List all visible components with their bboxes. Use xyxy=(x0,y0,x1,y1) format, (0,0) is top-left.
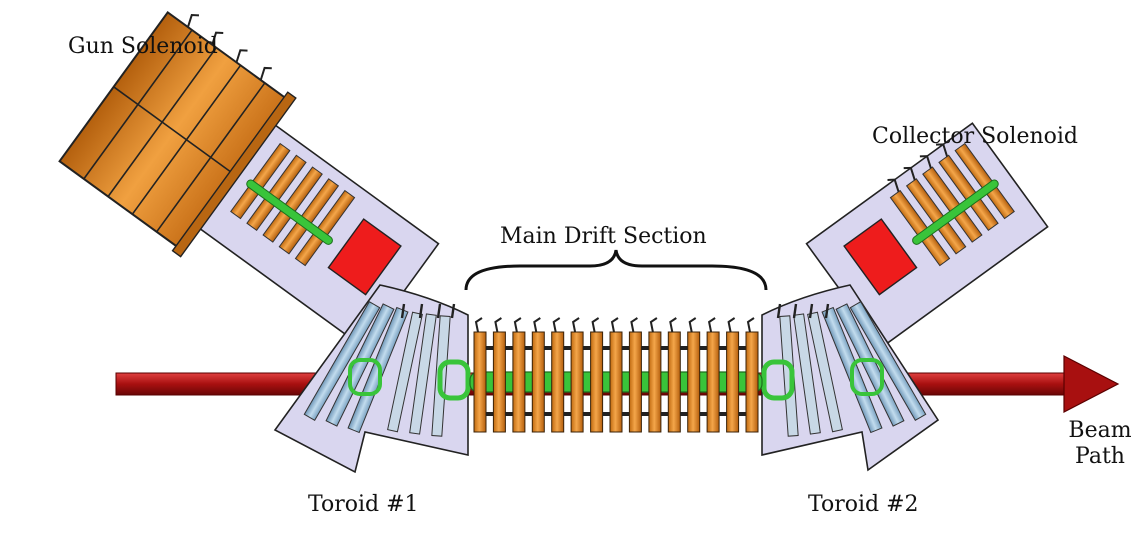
drift-coil-lead xyxy=(688,317,697,333)
toroid-2 xyxy=(761,284,940,472)
drift-support-rod xyxy=(505,346,513,350)
drift-coil xyxy=(492,331,506,433)
drift-coil xyxy=(570,331,584,433)
drift-support-rod xyxy=(699,346,708,350)
drift-coil-lead xyxy=(610,317,619,333)
drift-coil-lead xyxy=(707,317,716,333)
right-inner-coils xyxy=(887,142,1015,267)
drift-support-rod xyxy=(602,412,610,416)
drift-support-rod xyxy=(544,346,552,350)
drift-support-rod xyxy=(680,412,688,416)
drift-coil xyxy=(687,331,701,433)
drift-support-rod xyxy=(505,412,513,416)
drift-support-rod xyxy=(486,412,494,416)
drift-coil-lead xyxy=(591,317,600,333)
drift-support-rod xyxy=(563,346,572,350)
drift-coil xyxy=(706,331,720,433)
drift-support-rod xyxy=(622,346,630,350)
drift-coil xyxy=(512,331,526,433)
label-beam-path-line1: Beam xyxy=(1068,418,1132,443)
drift-coil xyxy=(473,331,487,433)
drift-coil-lead xyxy=(571,317,580,333)
right-arm xyxy=(805,122,1049,349)
left-inner-coils xyxy=(230,142,356,267)
drift-support-rod xyxy=(583,412,591,416)
drift-coil xyxy=(609,331,623,433)
toroid-1 xyxy=(273,284,471,474)
drift-coil-lead xyxy=(513,317,522,333)
drift-coil xyxy=(745,331,759,433)
main-drift-section xyxy=(469,317,763,433)
drift-coil xyxy=(590,331,604,433)
drift-coil-lead xyxy=(533,317,541,333)
drift-support-rod xyxy=(583,346,591,350)
drift-support-rod xyxy=(738,346,746,350)
drift-coil xyxy=(628,331,642,433)
drift-coil xyxy=(551,331,565,433)
label-beam-path-line2: Path xyxy=(1075,444,1125,470)
label-toroid-2: Toroid #2 xyxy=(808,492,919,517)
toroid-1-coils xyxy=(303,301,471,437)
drift-coil xyxy=(531,331,545,433)
drift-support-rod xyxy=(738,412,746,416)
left-red-block xyxy=(327,218,402,296)
drift-support-rod xyxy=(524,412,533,416)
toroid-2-coils xyxy=(761,301,927,437)
label-gun-solenoid: Gun Solenoid xyxy=(68,34,218,59)
drift-coil-lead xyxy=(746,317,755,333)
drift-coil-lead xyxy=(630,317,638,333)
drift-section-brace xyxy=(464,249,768,291)
drift-coil-lead xyxy=(494,317,502,333)
drift-coils xyxy=(473,317,759,433)
label-beam-path: Beam Path xyxy=(1058,418,1142,471)
drift-coil-lead xyxy=(552,317,561,333)
drift-support-rod xyxy=(680,346,688,350)
drift-coil xyxy=(667,331,681,433)
right-red-block xyxy=(843,218,918,296)
drift-support-rod xyxy=(544,412,552,416)
drift-support-rod xyxy=(699,412,708,416)
drift-coil xyxy=(648,331,662,433)
drift-coil-lead xyxy=(474,317,483,333)
drift-support-rod xyxy=(719,412,727,416)
beam-arrow-head xyxy=(1063,355,1120,413)
drift-support-rod xyxy=(660,346,669,350)
label-collector-solenoid: Collector Solenoid xyxy=(872,124,1078,149)
drift-coil-lead xyxy=(669,317,677,333)
drift-support-rod xyxy=(622,412,630,416)
drift-support-rod xyxy=(486,346,494,350)
drift-support-rod xyxy=(563,412,572,416)
label-main-drift-section: Main Drift Section xyxy=(500,224,707,249)
drift-support-rod xyxy=(660,412,669,416)
drift-support-rod xyxy=(719,346,727,350)
drift-coil-lead xyxy=(727,317,736,333)
drift-support-rod xyxy=(524,346,533,350)
drift-coil xyxy=(726,331,740,433)
drift-support-rod xyxy=(602,346,610,350)
drift-support-rod xyxy=(641,412,649,416)
gun-solenoid-cylinder xyxy=(58,11,297,258)
label-toroid-1: Toroid #1 xyxy=(308,492,419,517)
drift-coil-lead xyxy=(649,317,658,333)
drift-support-rod xyxy=(641,346,649,350)
